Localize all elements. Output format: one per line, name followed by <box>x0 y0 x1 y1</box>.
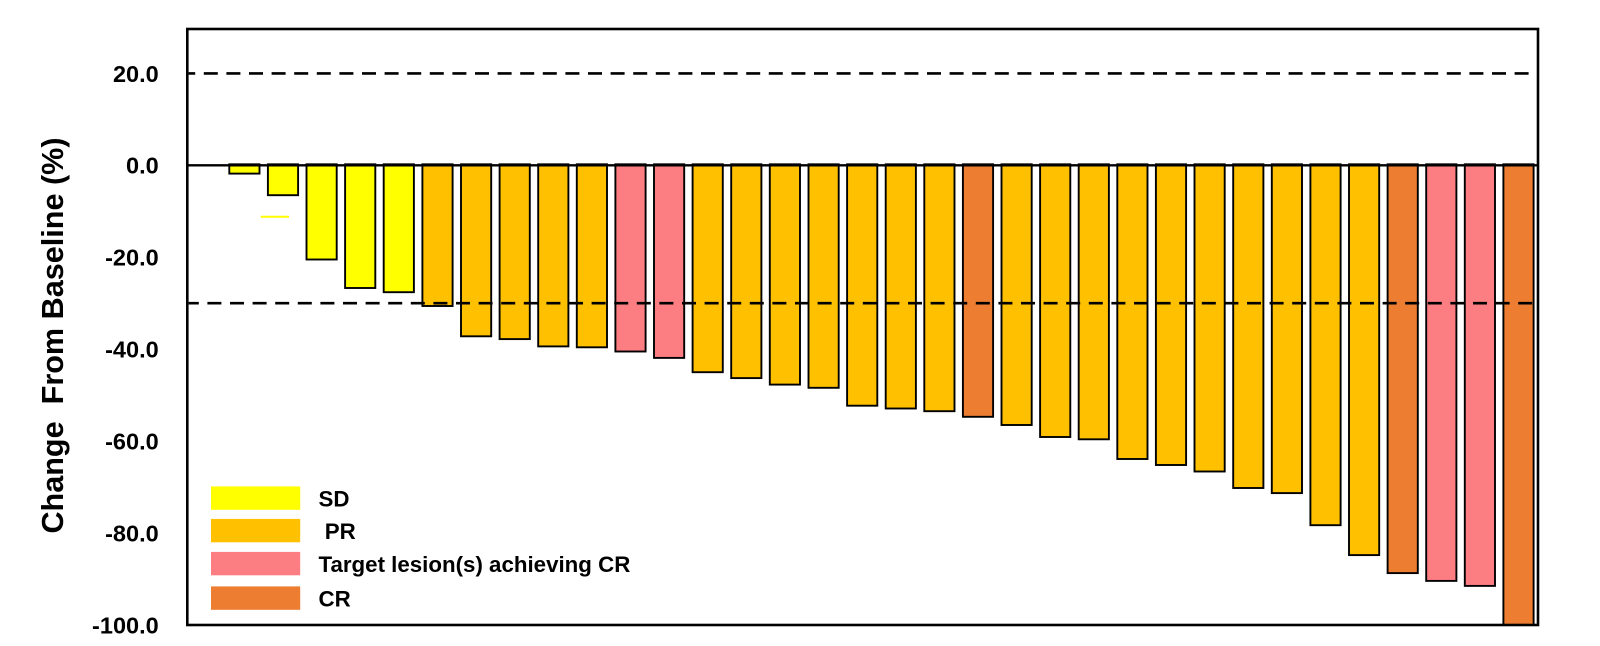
svg-text:-80.0: -80.0 <box>105 521 159 547</box>
svg-text:20.0: 20.0 <box>113 61 159 87</box>
svg-text:Change From Baseline (%): Change From Baseline (%) <box>36 137 70 533</box>
svg-text:-60.0: -60.0 <box>105 429 159 455</box>
svg-text:-20.0: -20.0 <box>105 245 159 271</box>
svg-text:CR: CR <box>319 586 351 611</box>
svg-text:Target lesion(s) achieving CR: Target lesion(s) achieving CR <box>319 552 631 577</box>
svg-text:-100.0: -100.0 <box>92 612 159 638</box>
svg-text:0.0: 0.0 <box>126 153 159 179</box>
svg-text:-40.0: -40.0 <box>105 337 159 363</box>
svg-text:SD: SD <box>319 486 350 511</box>
svg-text:PR: PR <box>319 519 356 544</box>
